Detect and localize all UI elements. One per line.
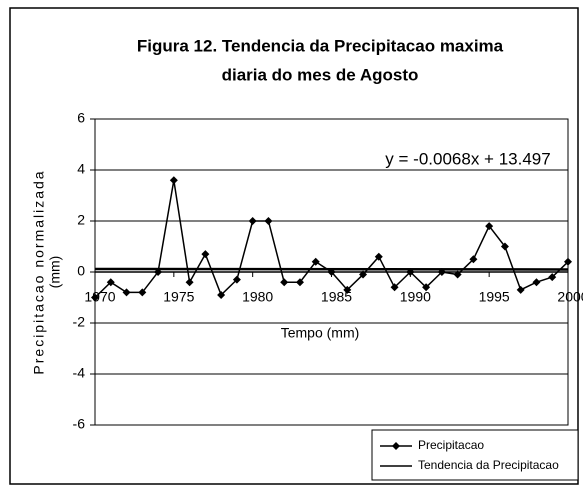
series-line — [94, 180, 569, 299]
data-point — [532, 278, 541, 287]
chart-title: Figura 12. Tendencia da Precipitacao max… — [137, 36, 504, 55]
data-point — [485, 222, 494, 231]
data-point — [295, 278, 304, 287]
y-tick-label: 0 — [77, 263, 85, 279]
data-point — [390, 283, 399, 292]
data-point — [548, 273, 557, 282]
data-point — [280, 278, 289, 287]
data-point — [201, 250, 210, 259]
data-point — [232, 275, 241, 284]
chart-title: diaria do mes de Agosto — [222, 65, 419, 84]
legend-label: Tendencia da Precipitacao — [418, 458, 559, 472]
data-point — [422, 283, 431, 292]
data-point — [217, 290, 226, 299]
x-tick-label: 1970 — [84, 289, 115, 305]
chart-border — [9, 7, 579, 485]
data-point — [359, 270, 368, 279]
annotation: y = -0.0068x + 13.497 — [385, 149, 550, 168]
y-tick-label: -6 — [73, 416, 86, 432]
data-point — [343, 285, 352, 294]
data-point — [91, 293, 99, 302]
x-tick-label: 1980 — [242, 289, 273, 305]
legend-marker — [392, 442, 400, 450]
data-point — [264, 217, 273, 225]
data-point — [374, 252, 383, 261]
data-point — [564, 257, 572, 266]
data-point — [516, 285, 525, 294]
y-tick-label: 2 — [77, 212, 85, 228]
y-axis-title: Precipitacao normalizada — [31, 169, 47, 374]
data-point — [500, 242, 509, 251]
y-tick-label: -2 — [73, 314, 86, 330]
data-point — [311, 257, 320, 266]
x-tick-label: 1985 — [321, 289, 352, 305]
y-tick-label: 6 — [77, 110, 85, 126]
y-tick-label: 4 — [77, 161, 85, 177]
x-tick-label: 2000 — [557, 289, 583, 305]
data-point — [469, 255, 478, 264]
x-tick-label: 1995 — [479, 289, 510, 305]
x-tick-label: 1975 — [163, 289, 194, 305]
y-tick-label: -4 — [73, 365, 86, 381]
series-line — [94, 267, 569, 271]
data-point — [122, 288, 131, 297]
y-axis-title: (mm) — [47, 256, 63, 289]
data-point — [185, 278, 194, 287]
data-point — [169, 176, 178, 185]
data-point — [106, 278, 115, 287]
data-point — [248, 217, 257, 225]
x-axis-title: Tempo (mm) — [281, 325, 360, 341]
legend-label: Precipitacao — [418, 438, 484, 452]
data-point — [138, 288, 147, 297]
legend — [371, 429, 579, 481]
x-tick-label: 1990 — [400, 289, 431, 305]
data-point — [453, 270, 462, 279]
